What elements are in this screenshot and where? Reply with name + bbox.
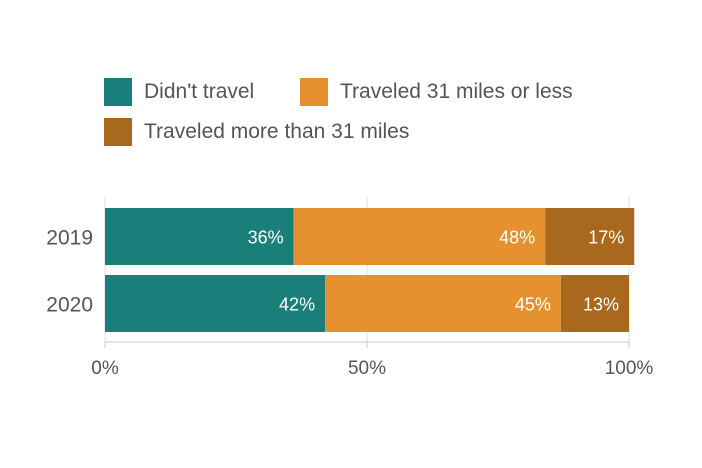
data-label-2020-series-0: 42% <box>279 295 315 315</box>
bar-2020-series-1 <box>325 275 561 332</box>
data-label-2019-series-0: 36% <box>248 228 284 248</box>
legend-item-traveled-31-or-less: Traveled 31 miles or less <box>300 78 573 106</box>
data-label-2020-series-2: 13% <box>583 295 619 315</box>
bar-2019-series-0 <box>105 208 294 265</box>
x-tick-label-1: 50% <box>348 358 386 379</box>
legend-swatch-traveled-more-than-31 <box>104 118 132 146</box>
legend-item-traveled-more-than-31: Traveled more than 31 miles <box>104 118 409 146</box>
legend-item-didnt-travel: Didn't travel <box>104 78 254 106</box>
legend-label-traveled-31-or-less: Traveled 31 miles or less <box>340 80 573 103</box>
category-label-2019: 2019 <box>46 227 93 250</box>
bar-2020-series-2 <box>560 275 629 332</box>
x-tick-label-0: 0% <box>91 358 119 379</box>
bar-2019-series-2 <box>545 208 635 265</box>
category-label-2020: 2020 <box>46 294 93 317</box>
data-label-2019-series-1: 48% <box>499 228 535 248</box>
x-tick-label-2: 100% <box>605 358 654 379</box>
legend-label-didnt-travel: Didn't travel <box>144 80 255 103</box>
bar-2019-series-1 <box>293 208 546 265</box>
legend-label-traveled-more-than-31: Traveled more than 31 miles <box>144 120 410 143</box>
bar-2020-series-0 <box>105 275 326 332</box>
data-label-2020-series-1: 45% <box>515 295 551 315</box>
legend-swatch-traveled-31-or-less <box>300 78 328 106</box>
legend-swatch-didnt-travel <box>104 78 132 106</box>
data-label-2019-series-2: 17% <box>588 228 624 248</box>
